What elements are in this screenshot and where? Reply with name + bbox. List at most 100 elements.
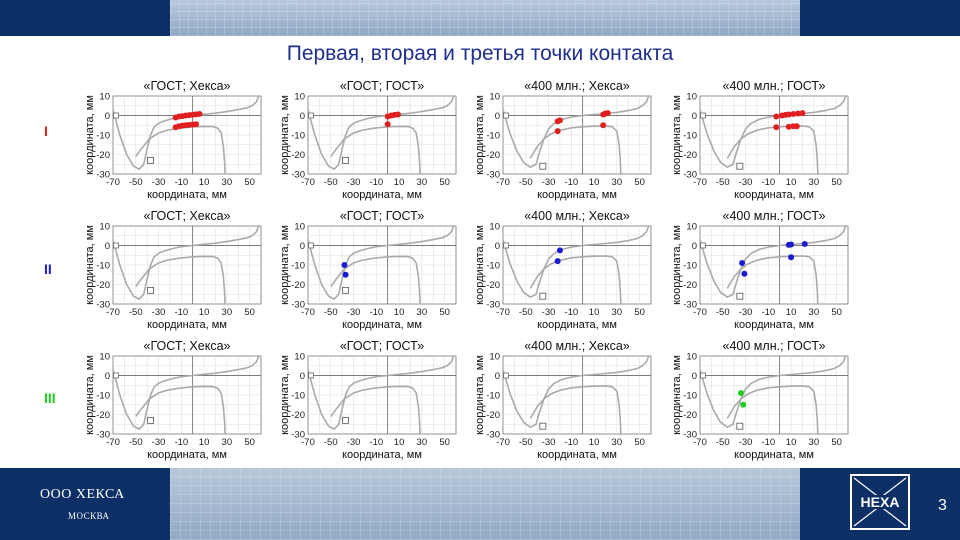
x-tick-label: -50	[324, 177, 338, 188]
x-tick-label: -10	[761, 437, 775, 448]
chart-svg: «ГОСТ; Хекса» -70 -50 -30 -10 10 30 50 10 0 -10 -20…	[85, 209, 262, 331]
x-tick-label: -10	[761, 177, 775, 188]
x-tick-label: 10	[786, 437, 797, 448]
y-tick-label: -30	[96, 430, 110, 441]
x-axis-label: координата, мм	[147, 449, 227, 461]
contact-point	[740, 401, 747, 408]
contact-point	[799, 110, 806, 117]
y-axis-label: координата, мм	[85, 355, 96, 435]
profile-inner-curve	[135, 255, 226, 305]
chart-svg: «400 млн.; ГОСТ» -70 -50 -30 -10 10 30 50 10 0 -10…	[672, 79, 849, 201]
contact-point	[785, 111, 792, 118]
x-axis-label: координата, мм	[734, 189, 814, 201]
y-tick-label: 0	[495, 111, 500, 122]
y-tick-label: 0	[105, 111, 110, 122]
y-tick-label: -30	[291, 170, 305, 181]
origin-marker	[113, 372, 119, 379]
chart-title: «ГОСТ; ГОСТ»	[340, 209, 424, 223]
chart-title: «400 млн.; ГОСТ»	[723, 209, 826, 223]
x-tick-label: -30	[347, 307, 361, 318]
x-tick-label: -30	[152, 437, 166, 448]
y-tick-label: -30	[683, 170, 697, 181]
x-tick-label: 50	[439, 307, 450, 318]
y-tick-label: -10	[96, 261, 110, 272]
top-mesh-image	[170, 0, 800, 36]
origin-marker	[700, 112, 706, 119]
profile-inner-curve	[726, 255, 819, 305]
y-tick-label: -10	[96, 131, 110, 142]
hexa-logo: HEXA	[850, 474, 910, 530]
x-tick-label: 10	[589, 437, 600, 448]
x-tick-label: -30	[542, 437, 556, 448]
x-tick-label: -50	[129, 177, 143, 188]
contact-point	[801, 240, 808, 247]
profile-outer-curve	[307, 225, 455, 301]
profile-outer-curve	[699, 225, 847, 299]
x-axis-label: координата, мм	[342, 319, 422, 331]
x-tick-label: -10	[564, 437, 578, 448]
x-tick-label: 50	[634, 307, 645, 318]
contact-point	[554, 258, 561, 265]
x-tick-label: -70	[301, 307, 315, 318]
contact-point	[773, 124, 780, 131]
chart-2-4: «400 млн.; ГОСТ» -70 -50 -30 -10 10 30 50 10 0 -10…	[672, 208, 862, 342]
y-tick-label: 10	[99, 92, 110, 103]
y-tick-label: 10	[294, 222, 305, 233]
contact-point	[741, 270, 748, 277]
contact-point	[785, 123, 792, 130]
y-axis-label: координата, мм	[475, 225, 486, 305]
x-axis-label: координата, мм	[537, 449, 617, 461]
contact-point	[554, 128, 561, 135]
company-name: ООО ХЕКСА	[40, 487, 125, 502]
y-tick-label: -30	[486, 170, 500, 181]
page-title: Первая, вторая и третья точки контакта	[286, 42, 674, 65]
x-tick-label: 10	[786, 177, 797, 188]
y-axis-label: координата, мм	[672, 225, 683, 305]
x-tick-label: -70	[106, 307, 120, 318]
origin-marker	[503, 112, 509, 119]
x-tick-label: 30	[222, 437, 233, 448]
y-tick-label: -20	[683, 410, 697, 421]
chart-3-2: «ГОСТ; ГОСТ» -70 -50 -30 -10 10 30 50 10 0 -10 -20 -…	[280, 338, 470, 472]
chart-1-3: «400 млн.; Хекса» -70 -50 -30 -10 10 30 50 10 0 -1…	[475, 78, 665, 212]
y-tick-label: -10	[486, 131, 500, 142]
y-tick-label: 0	[692, 371, 697, 382]
x-tick-label: 50	[439, 437, 450, 448]
chart-2-3: «400 млн.; Хекса» -70 -50 -30 -10 10 30 50 10 0 -1…	[475, 208, 665, 342]
x-tick-label: -10	[564, 177, 578, 188]
profile-square-marker	[147, 286, 154, 294]
x-tick-label: -70	[106, 177, 120, 188]
x-tick-label: -50	[716, 437, 730, 448]
x-tick-label: -50	[519, 307, 533, 318]
contact-point	[600, 122, 607, 129]
x-tick-label: -10	[369, 177, 383, 188]
x-tick-label: -70	[693, 307, 707, 318]
origin-marker	[700, 372, 706, 379]
x-axis-label: координата, мм	[342, 189, 422, 201]
chart-1-4: «400 млн.; ГОСТ» -70 -50 -30 -10 10 30 50 10 0 -10…	[672, 78, 862, 212]
y-tick-label: -30	[486, 300, 500, 311]
origin-marker	[503, 242, 509, 249]
profile-square-marker	[147, 156, 154, 164]
y-tick-label: -10	[291, 261, 305, 272]
y-tick-label: 0	[105, 371, 110, 382]
x-tick-label: -50	[324, 437, 338, 448]
profile-outer-curve	[112, 355, 260, 431]
x-tick-label: 10	[394, 437, 405, 448]
y-tick-label: 0	[105, 241, 110, 252]
contact-point	[773, 113, 780, 120]
x-tick-label: -10	[369, 437, 383, 448]
profile-inner-curve	[529, 385, 622, 435]
x-tick-label: 30	[612, 177, 623, 188]
x-axis-label: координата, мм	[734, 319, 814, 331]
y-tick-label: 0	[495, 371, 500, 382]
chart-title: «ГОСТ; Хекса»	[144, 339, 231, 353]
x-tick-label: -10	[564, 307, 578, 318]
x-tick-label: 50	[439, 177, 450, 188]
profile-inner-curve	[330, 385, 421, 435]
x-tick-label: -30	[739, 307, 753, 318]
y-tick-label: 0	[692, 241, 697, 252]
x-tick-label: -50	[324, 307, 338, 318]
contact-point	[556, 247, 563, 254]
x-tick-label: -50	[519, 437, 533, 448]
